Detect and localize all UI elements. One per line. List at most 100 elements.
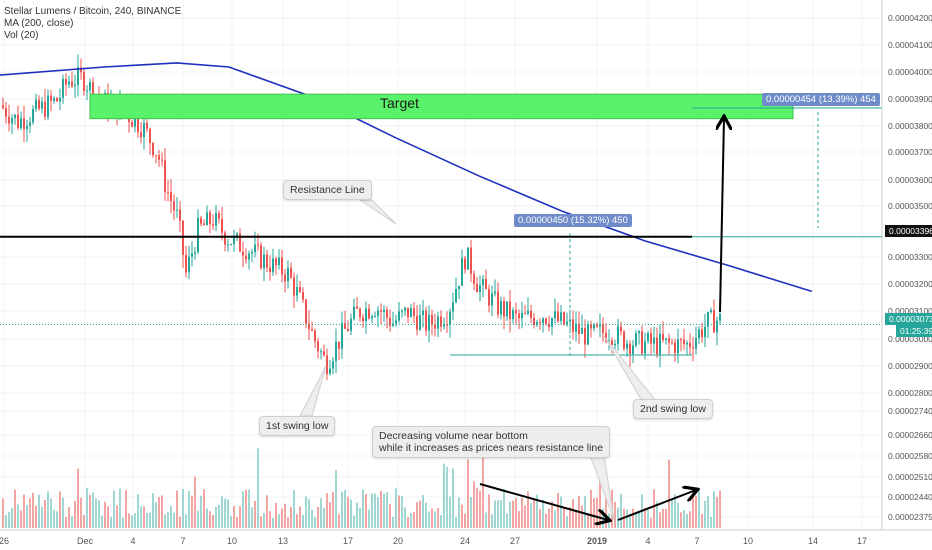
- volume-bar: [590, 490, 592, 528]
- resistance-line-label[interactable]: Resistance Line: [283, 180, 372, 200]
- candle-body: [35, 99, 37, 109]
- candle-body: [434, 324, 436, 329]
- bar-countdown-tag: 01:25:39: [896, 325, 932, 337]
- candle-body: [281, 257, 283, 275]
- volume-bar: [509, 501, 511, 528]
- volume-bar: [41, 506, 43, 528]
- candle-body: [581, 327, 583, 334]
- volume-bar: [548, 508, 550, 528]
- candle-body: [248, 253, 250, 260]
- volume-bar: [236, 516, 238, 528]
- candle-body: [338, 341, 340, 349]
- resistance-callout-pointer: [358, 199, 397, 225]
- volume-note-label[interactable]: Decreasing volume near bottom while it i…: [372, 426, 611, 458]
- x-tick-label: 27: [510, 536, 520, 546]
- volume-bar: [218, 504, 220, 528]
- volume-bar: [128, 513, 130, 528]
- candle-body: [362, 317, 364, 322]
- volume-bar: [77, 468, 79, 528]
- candle-body: [218, 213, 220, 219]
- y-tick-label: 0.00002580: [888, 451, 932, 461]
- swing1-callout-pointer: [299, 365, 327, 417]
- first-swing-low-label[interactable]: 1st swing low: [259, 416, 336, 436]
- volume-bar: [584, 496, 586, 528]
- volume-bar: [107, 506, 109, 528]
- last-price-tag: 0.00003073: [885, 313, 932, 325]
- candle-body: [539, 322, 541, 324]
- candle-body: [710, 310, 712, 313]
- volume-bar: [266, 495, 268, 528]
- volume-bar: [458, 497, 460, 528]
- volume-bar: [440, 515, 442, 528]
- volume-bar: [95, 498, 97, 528]
- volume-bar: [521, 497, 523, 528]
- y-tick-label: 0.00003000: [888, 334, 932, 344]
- candle-body: [203, 223, 205, 226]
- volume-bar: [314, 516, 316, 528]
- price-axis: 0.00004200 0.00004100 0.00004000 0.00003900…: [881, 0, 932, 530]
- candle-body: [506, 301, 508, 317]
- candle-body: [134, 117, 136, 127]
- volume-bar: [221, 496, 223, 528]
- candle-body: [575, 323, 577, 332]
- moving-average-line: [0, 62, 813, 293]
- candle-body: [284, 274, 286, 282]
- volume-bar: [359, 507, 361, 528]
- candle-body: [590, 324, 592, 329]
- volume-bar: [716, 496, 718, 528]
- volume-bar: [407, 517, 409, 528]
- volume-bar: [179, 516, 181, 528]
- x-tick-label: 4: [645, 536, 650, 546]
- candle-body: [683, 339, 685, 345]
- volume-bar: [575, 509, 577, 528]
- candle-body: [482, 279, 484, 286]
- volume-bar: [203, 489, 205, 528]
- candle-body: [599, 324, 601, 327]
- second-swing-low-label[interactable]: 2nd swing low: [633, 399, 713, 419]
- volume-bar: [545, 513, 547, 528]
- measure-label-1: 0.00000450 (15.32%) 450: [514, 214, 632, 227]
- candle-body: [23, 118, 25, 130]
- volume-bar: [92, 492, 94, 528]
- volume-bar: [368, 509, 370, 528]
- candle-body: [26, 125, 28, 130]
- candle-body: [329, 368, 331, 374]
- candle-body: [353, 306, 355, 319]
- volume-bar: [542, 499, 544, 528]
- volume-bar: [257, 448, 259, 528]
- candle-body: [662, 333, 664, 341]
- candle-body: [212, 224, 214, 226]
- candle-body: [44, 101, 46, 117]
- volume-bar: [155, 502, 157, 528]
- candle-body: [467, 247, 469, 270]
- candle-body: [500, 301, 502, 315]
- volume-bar: [338, 514, 340, 528]
- volume-bar: [122, 517, 124, 528]
- candle-body: [395, 320, 397, 324]
- y-tick-label: 0.00003700: [888, 147, 932, 157]
- volume-bar: [482, 451, 484, 528]
- volume-bar: [125, 490, 127, 528]
- volume-bar: [620, 493, 622, 528]
- volume-bar: [410, 512, 412, 528]
- candle-body: [74, 84, 76, 87]
- volume-bar: [227, 499, 229, 528]
- volume-bar: [503, 488, 505, 528]
- volume-bar: [287, 517, 289, 528]
- volume-bar: [647, 509, 649, 528]
- volume-bar: [413, 512, 415, 528]
- volume-bar: [443, 463, 445, 528]
- volume-bar: [26, 504, 28, 528]
- candle-body: [290, 267, 292, 278]
- volume-bar: [239, 506, 241, 528]
- candle-body: [422, 310, 424, 316]
- volume-bar: [68, 507, 70, 528]
- candle-body: [320, 351, 322, 353]
- candle-body: [668, 338, 670, 343]
- volume-bar: [185, 514, 187, 528]
- x-tick-label: 10: [227, 536, 237, 546]
- candle-body: [317, 341, 319, 352]
- volume-bar: [653, 489, 655, 528]
- volume-bar: [89, 494, 91, 528]
